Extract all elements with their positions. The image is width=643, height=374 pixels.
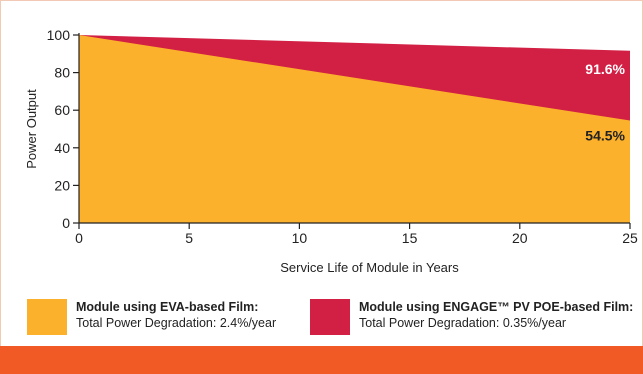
y-tick-label: 20 xyxy=(54,177,70,193)
legend-text-eva: Module using EVA-based Film: Total Power… xyxy=(76,299,276,331)
x-axis-title: Service Life of Module in Years xyxy=(280,260,459,275)
x-tick-label: 20 xyxy=(512,230,528,246)
legend-swatch-eva xyxy=(27,299,67,335)
y-tick-label: 60 xyxy=(54,102,70,118)
x-tick-label: 10 xyxy=(292,230,308,246)
legend-subtitle-eva: Total Power Degradation: 2.4%/year xyxy=(76,316,277,330)
chart-area: 0 20 40 60 80 100 0 5 10 15 20 25 Service Life of Mo… xyxy=(24,27,638,275)
legend-item-eva: Module using EVA-based Film: Total Power… xyxy=(27,299,276,335)
legend-title-poe: Module using ENGAGE™ PV POE-based Film: xyxy=(359,300,634,314)
data-label-eva-end: 54.5% xyxy=(585,128,625,144)
axes: 0 20 40 60 80 100 0 5 10 15 20 25 Service Life of Mo… xyxy=(24,27,638,275)
x-tick-label: 15 xyxy=(402,230,418,246)
legend-title-eva: Module using EVA-based Film: xyxy=(76,300,259,314)
series-areas xyxy=(79,35,630,223)
legend-item-poe: Module using ENGAGE™ PV POE-based Film: … xyxy=(310,299,633,335)
data-label-poe-end: 91.6% xyxy=(585,61,625,77)
y-tick-label: 0 xyxy=(62,215,70,231)
legend-swatch-poe xyxy=(310,299,350,335)
legend: Module using EVA-based Film: Total Power… xyxy=(0,299,643,341)
data-labels: 91.6% 54.5% xyxy=(585,61,625,144)
x-tick-label: 0 xyxy=(75,230,83,246)
x-tick-label: 5 xyxy=(185,230,193,246)
y-tick-label: 40 xyxy=(54,140,70,156)
x-tick-label: 25 xyxy=(622,230,638,246)
series-area-1 xyxy=(79,35,630,223)
legend-subtitle-poe: Total Power Degradation: 0.35%/year xyxy=(359,316,567,330)
legend-text-poe: Module using ENGAGE™ PV POE-based Film: … xyxy=(359,299,633,331)
y-tick-label: 80 xyxy=(54,65,70,81)
y-tick-label: 100 xyxy=(47,27,71,43)
y-axis-title: Power Output xyxy=(24,89,39,169)
footer-bar xyxy=(0,346,643,374)
area-chart: 0 20 40 60 80 100 0 5 10 15 20 25 Service Life of Mo… xyxy=(24,27,638,275)
